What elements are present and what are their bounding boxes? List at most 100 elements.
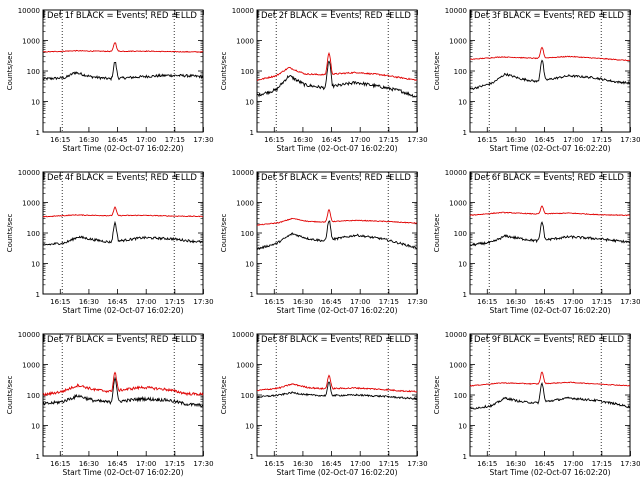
y-tick-label: 1	[250, 129, 254, 137]
x-axis-label: Start Time (02-Oct-07 16:02:20)	[62, 144, 183, 153]
y-axis-label: Counts/sec	[433, 52, 441, 91]
lld-series-line	[42, 42, 203, 53]
y-tick-label: 1	[463, 453, 467, 461]
x-tick-label: 17:30	[193, 136, 213, 144]
x-tick-label: 16:15	[50, 136, 70, 144]
y-tick-label: 100	[454, 68, 467, 76]
x-tick-label: 16:45	[321, 136, 341, 144]
lld-series-line	[256, 208, 418, 226]
x-tick-label: 17:00	[563, 136, 583, 144]
events-series-line	[42, 220, 204, 246]
x-tick-label: 16:45	[107, 460, 127, 468]
events-series-line	[256, 381, 418, 400]
x-tick-label: 17:30	[407, 136, 427, 144]
x-tick-label: 17:15	[165, 298, 185, 306]
plot-frame	[469, 9, 631, 133]
y-tick-label: 1	[463, 291, 467, 299]
chart-title: Det 3f BLACK = Events, RED = LLD	[474, 11, 624, 21]
x-tick-label: 17:30	[193, 298, 213, 306]
x-tick-label: 17:15	[379, 298, 399, 306]
y-tick-label: 1000	[449, 38, 467, 46]
x-tick-label: 17:15	[379, 136, 399, 144]
y-tick-label: 100	[454, 392, 467, 400]
event-marker-label: E	[602, 173, 607, 182]
x-axis-label: Start Time (02-Oct-07 16:02:20)	[276, 144, 397, 153]
lld-series-line	[469, 371, 631, 387]
event-marker-label: E	[175, 173, 180, 182]
plot-frame	[42, 9, 204, 133]
x-tick-label: 17:30	[620, 136, 640, 144]
x-tick-label: 17:30	[407, 298, 427, 306]
y-axis-label: Counts/sec	[433, 214, 441, 253]
y-tick-label: 1000	[449, 200, 467, 208]
plot-frame	[469, 171, 631, 295]
y-tick-label: 10000	[18, 331, 40, 339]
chart-title: Det 4f BLACK = Events, RED = LLD	[47, 173, 197, 183]
lld-series-line	[42, 371, 204, 397]
x-axis-label: Start Time (02-Oct-07 16:02:20)	[489, 468, 610, 477]
x-tick-label: 16:15	[50, 298, 70, 306]
y-tick-label: 10	[245, 261, 254, 269]
chart-title: Det 5f BLACK = Events, RED = LLD	[261, 173, 411, 183]
x-tick-label: 16:15	[264, 460, 284, 468]
plot-frame	[42, 171, 204, 295]
x-tick-label: 16:45	[534, 298, 554, 306]
x-tick-label: 16:15	[477, 460, 497, 468]
y-tick-label: 1000	[236, 362, 254, 370]
events-series-line	[469, 382, 631, 410]
x-tick-label: 16:45	[107, 136, 127, 144]
y-tick-label: 100	[241, 230, 254, 238]
event-marker-label: E	[175, 11, 180, 20]
plot-frame	[256, 9, 418, 133]
x-tick-label: 17:15	[592, 298, 612, 306]
y-tick-label: 10	[458, 261, 467, 269]
x-tick-label: 16:30	[79, 298, 99, 306]
events-series-line	[256, 220, 418, 251]
y-tick-label: 100	[27, 392, 40, 400]
x-tick-label: 17:00	[350, 460, 370, 468]
chart-title: Det 8f BLACK = Events, RED = LLD	[261, 335, 411, 345]
x-tick-label: 16:30	[79, 136, 99, 144]
y-tick-label: 1	[36, 129, 40, 137]
x-tick-label: 16:15	[264, 136, 284, 144]
y-axis-label: Counts/sec	[6, 376, 14, 415]
plot-frame	[469, 333, 631, 457]
x-axis-label: Start Time (02-Oct-07 16:02:20)	[62, 468, 183, 477]
x-tick-label: 16:45	[321, 460, 341, 468]
y-tick-label: 10	[245, 99, 254, 107]
plot-frame	[42, 333, 204, 457]
event-marker-label: E	[389, 173, 394, 182]
x-tick-label: 17:00	[350, 136, 370, 144]
y-tick-label: 10	[31, 261, 40, 269]
y-tick-label: 10	[31, 99, 40, 107]
event-marker-label: E	[602, 11, 607, 20]
x-tick-label: 16:30	[506, 136, 526, 144]
x-tick-label: 17:00	[136, 136, 156, 144]
x-tick-label: 16:15	[477, 298, 497, 306]
lld-series-line	[256, 374, 418, 393]
y-tick-label: 1	[463, 129, 467, 137]
y-tick-label: 10	[31, 423, 40, 431]
lld-series-line	[256, 51, 418, 82]
chart-title: Det 1f BLACK = Events, RED = LLD	[47, 11, 197, 21]
y-tick-label: 1000	[236, 38, 254, 46]
y-tick-label: 100	[241, 68, 254, 76]
y-axis-label: Counts/sec	[220, 52, 228, 91]
events-series-line	[469, 59, 631, 91]
x-tick-label: 17:15	[379, 460, 399, 468]
y-tick-label: 10	[458, 99, 467, 107]
x-tick-label: 17:00	[563, 460, 583, 468]
x-axis-label: Start Time (02-Oct-07 16:02:20)	[489, 306, 610, 315]
chart-title: Det 2f BLACK = Events, RED = LLD	[261, 11, 411, 21]
x-tick-label: 17:15	[165, 136, 185, 144]
y-axis-label: Counts/sec	[220, 376, 228, 415]
x-tick-label: 16:15	[264, 298, 284, 306]
x-tick-label: 16:15	[50, 460, 70, 468]
x-tick-label: 17:00	[136, 298, 156, 306]
